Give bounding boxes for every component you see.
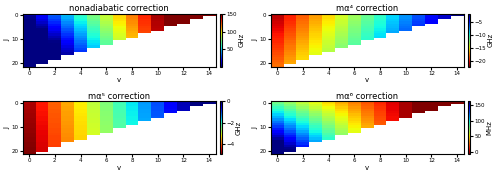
Y-axis label: J: J: [4, 39, 10, 41]
Title: mα⁵ correction: mα⁵ correction: [88, 92, 150, 101]
X-axis label: v: v: [117, 165, 121, 171]
Title: mα⁶ correction: mα⁶ correction: [336, 92, 398, 101]
Y-axis label: J: J: [252, 39, 258, 41]
Y-axis label: MHz: MHz: [486, 120, 492, 135]
Title: nonadiabatic correction: nonadiabatic correction: [70, 4, 169, 13]
Y-axis label: GHz: GHz: [236, 121, 242, 135]
X-axis label: v: v: [365, 165, 370, 171]
Y-axis label: J: J: [252, 127, 258, 129]
X-axis label: v: v: [365, 77, 370, 83]
X-axis label: v: v: [117, 77, 121, 83]
Y-axis label: GHz: GHz: [238, 33, 244, 47]
Title: mα⁴ correction: mα⁴ correction: [336, 4, 398, 13]
Y-axis label: GHz: GHz: [488, 33, 494, 47]
Y-axis label: J: J: [4, 127, 10, 129]
